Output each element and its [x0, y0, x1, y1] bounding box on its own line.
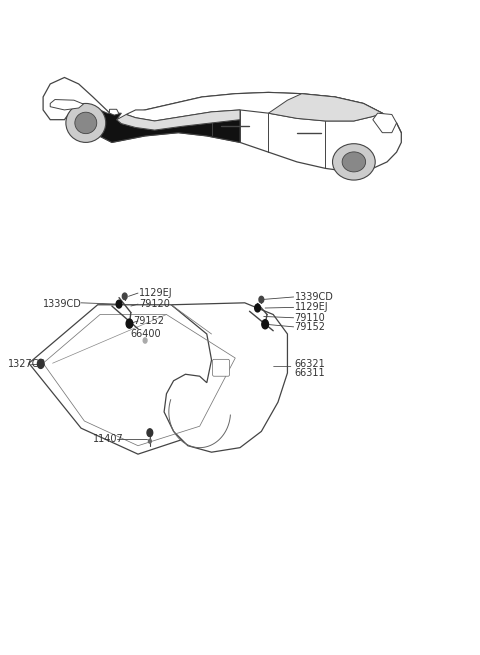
Circle shape	[126, 319, 133, 328]
Circle shape	[255, 304, 261, 312]
Circle shape	[143, 338, 147, 343]
Circle shape	[37, 360, 44, 368]
Text: 66400: 66400	[130, 329, 160, 339]
Text: 79152: 79152	[295, 322, 325, 332]
Text: 1339CD: 1339CD	[43, 299, 82, 309]
Polygon shape	[117, 110, 240, 130]
Polygon shape	[268, 94, 383, 121]
Circle shape	[116, 300, 122, 308]
Text: 79120: 79120	[139, 299, 170, 309]
Polygon shape	[164, 303, 288, 452]
Circle shape	[262, 320, 268, 329]
Polygon shape	[126, 92, 383, 121]
Text: 1129EJ: 1129EJ	[295, 303, 328, 312]
Ellipse shape	[66, 103, 106, 142]
Circle shape	[122, 293, 127, 299]
Polygon shape	[109, 109, 119, 115]
Polygon shape	[43, 77, 401, 172]
Text: 11407: 11407	[93, 434, 124, 444]
Circle shape	[259, 296, 264, 303]
Ellipse shape	[75, 112, 97, 134]
Text: 1129EJ: 1129EJ	[139, 288, 173, 298]
Ellipse shape	[342, 152, 366, 172]
FancyBboxPatch shape	[213, 360, 229, 376]
Polygon shape	[74, 107, 240, 142]
Text: 1339CD: 1339CD	[295, 292, 334, 302]
Text: 66311: 66311	[295, 368, 325, 378]
Text: 66321: 66321	[295, 359, 325, 369]
Ellipse shape	[333, 143, 375, 180]
Circle shape	[148, 440, 151, 443]
Text: 1327CB: 1327CB	[8, 359, 46, 369]
Polygon shape	[50, 100, 84, 110]
Circle shape	[147, 429, 153, 437]
Text: 79152: 79152	[133, 316, 164, 326]
Polygon shape	[29, 305, 245, 454]
Text: 79110: 79110	[295, 312, 325, 323]
Polygon shape	[373, 113, 396, 133]
